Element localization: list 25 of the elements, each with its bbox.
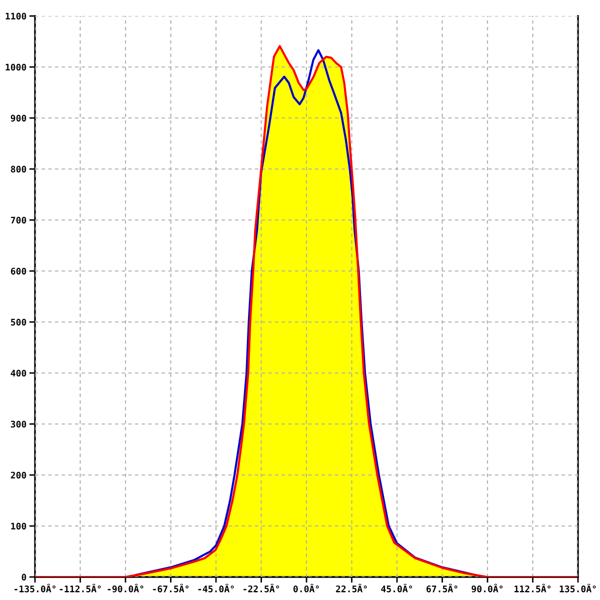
y-tick-label: 1100	[6, 12, 26, 20]
y-tick-label: 900	[10, 114, 26, 122]
x-tick-label: -67.5Â°	[153, 584, 189, 592]
y-tick-label: 1000	[6, 64, 26, 71]
x-tick-label: 112.5Â°	[514, 584, 551, 592]
x-tick-label: 0.0Â°	[293, 584, 319, 592]
y-tick-label: 700	[10, 216, 26, 224]
y-tick-label: 200	[10, 472, 26, 479]
y-tick-label: 800	[10, 166, 26, 173]
y-tick-label: 600	[10, 268, 26, 275]
x-tick-label: 22.5Â°	[336, 584, 367, 592]
y-tick-label: 500	[10, 318, 26, 326]
x-tick-label: -22.5Â°	[244, 584, 280, 592]
x-tick-label: -45.0Â°	[198, 584, 234, 592]
x-tick-label: 45.0Â°	[381, 584, 412, 592]
x-tick-label: -135.0Â°	[14, 584, 56, 592]
y-tick-label: 100	[11, 522, 26, 530]
x-tick-label: 90.0Â°	[472, 584, 503, 592]
y-tick-label: 400	[10, 370, 26, 377]
y-tick-label: 0	[22, 574, 26, 581]
y-tick-label: 300	[10, 420, 26, 428]
x-tick-label: -112.5Â°	[60, 584, 101, 592]
x-tick-label: 67.5Â°	[426, 584, 458, 592]
x-tick-label: 135.0Â°	[560, 584, 596, 592]
x-tick-label: -90.0Â°	[108, 584, 144, 592]
